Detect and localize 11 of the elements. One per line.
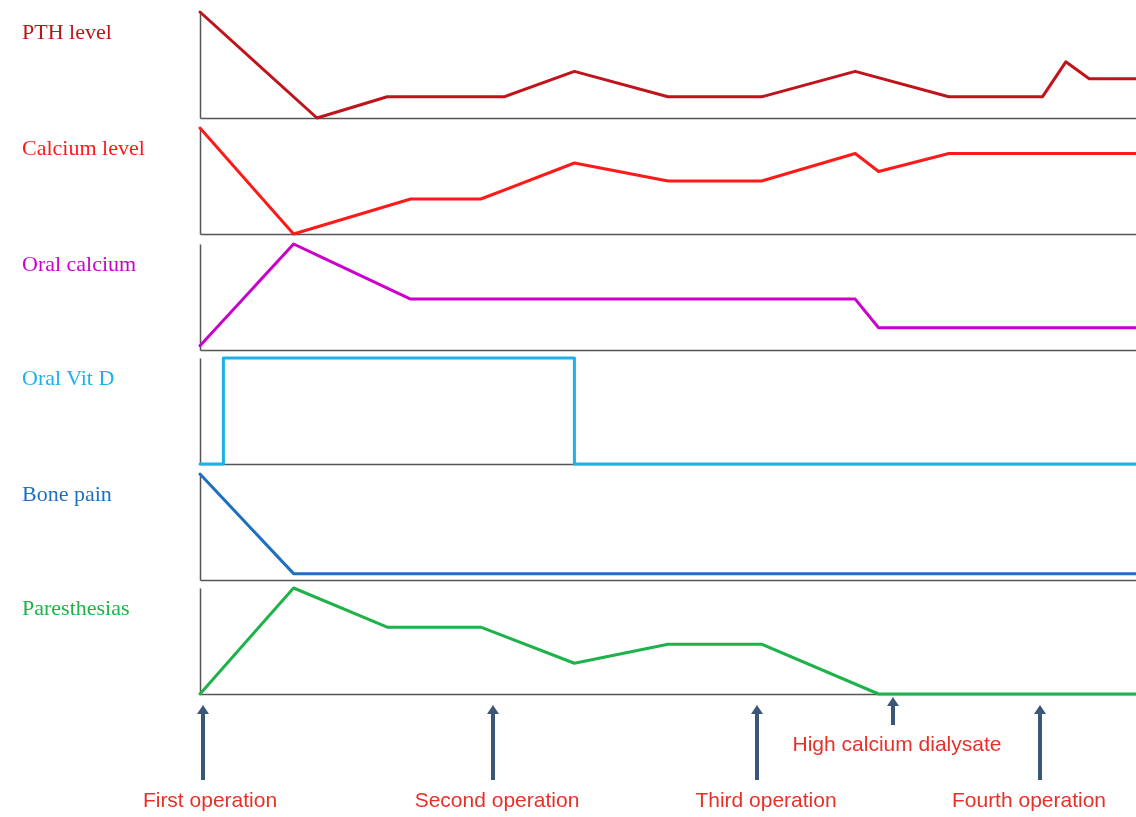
chart-title: Calcium level	[22, 135, 145, 160]
chart-title: PTH level	[22, 19, 112, 44]
text: Second operation	[414, 788, 580, 812]
text: High calcium dialysate	[792, 732, 1002, 756]
chart-title: Paresthesias	[22, 595, 130, 620]
chart-title: Oral calcium	[22, 251, 137, 276]
text: Fourth operation	[951, 788, 1107, 812]
text: First operation	[142, 788, 278, 812]
text: Third operation	[695, 788, 837, 812]
chart-title: Oral Vit D	[22, 365, 115, 390]
chart-title: Bone pain	[22, 481, 112, 506]
